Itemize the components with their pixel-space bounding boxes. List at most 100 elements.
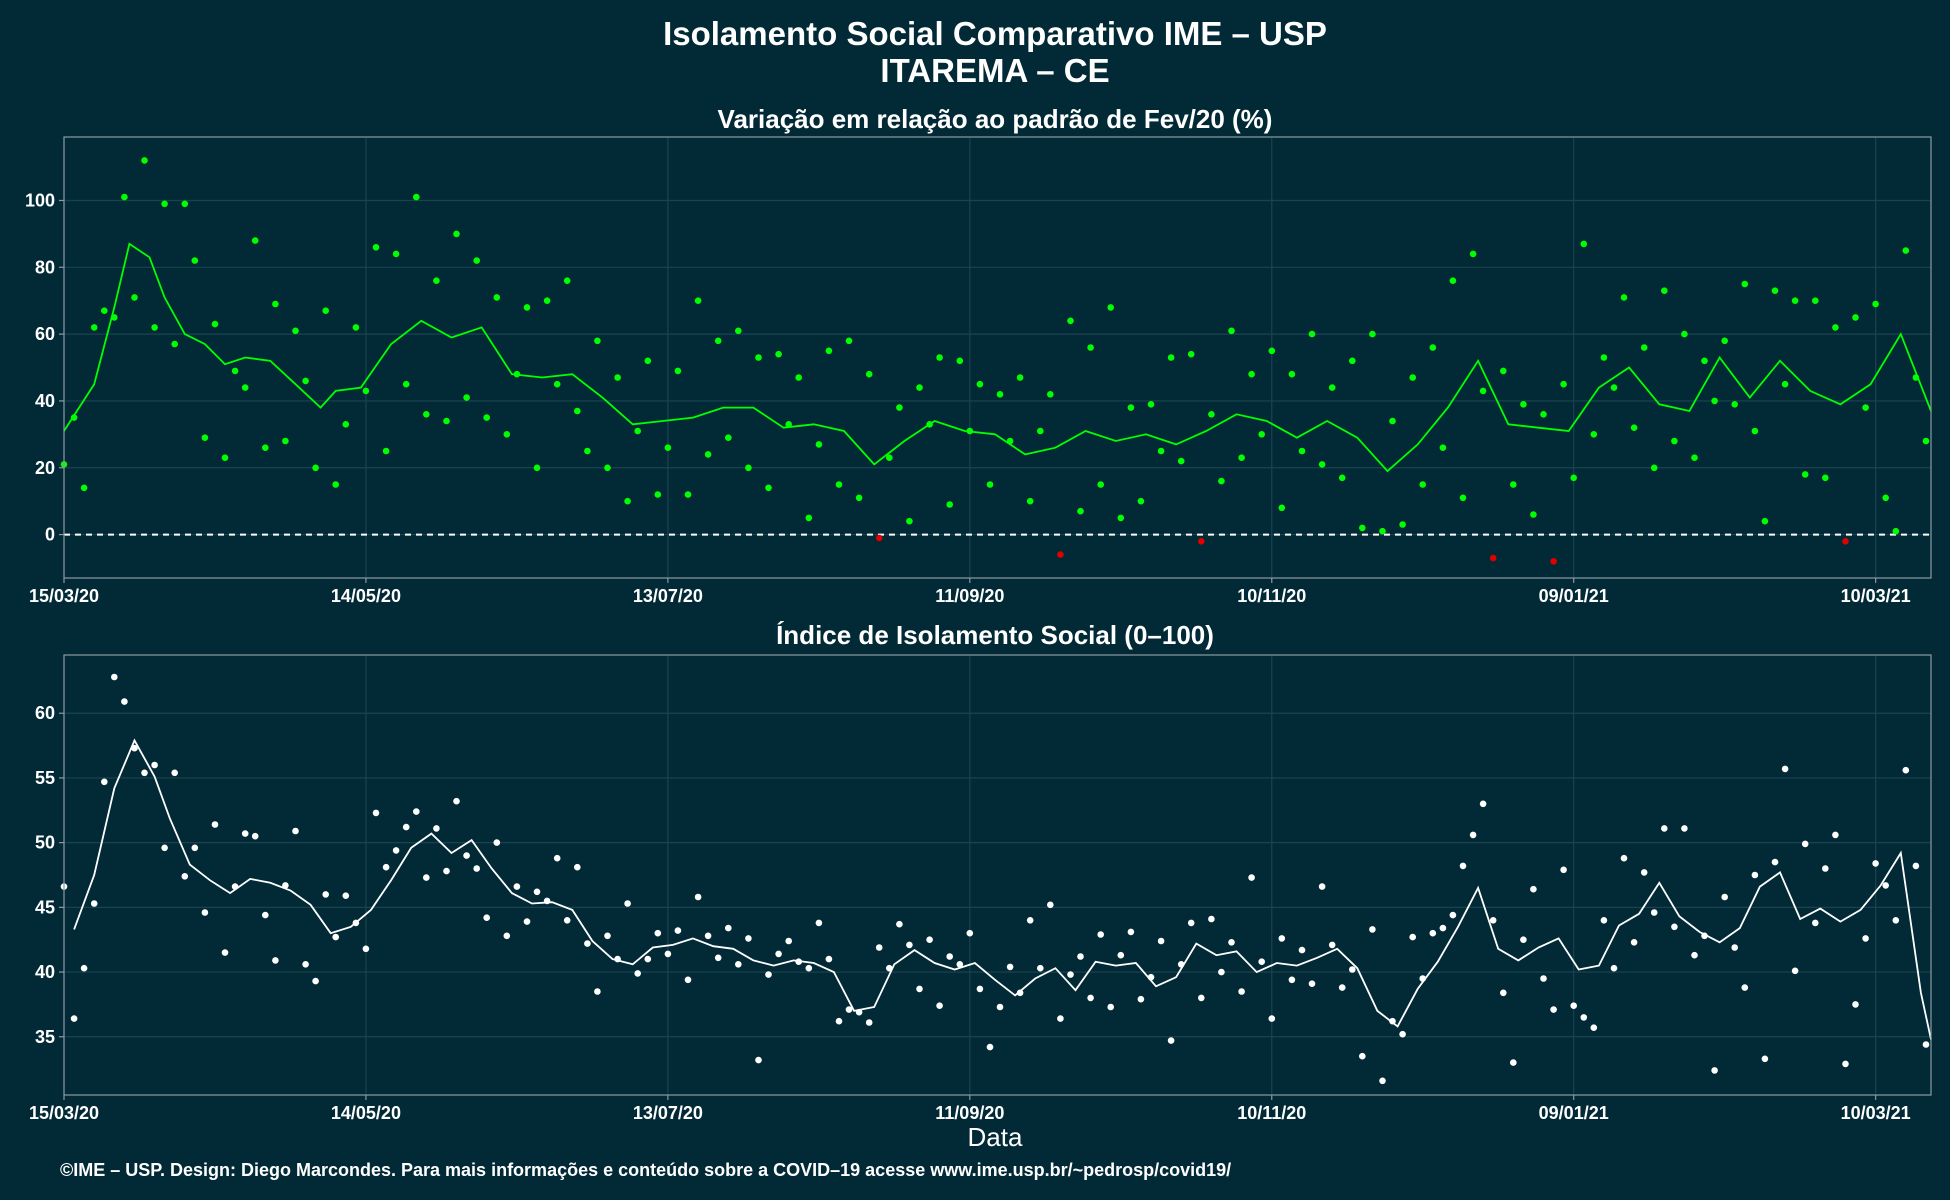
p2-point-32 bbox=[382, 863, 390, 871]
p1-xtick-label-1: 14/05/20 bbox=[331, 586, 401, 606]
p1-point-146 bbox=[1530, 511, 1537, 518]
p2-point-63 bbox=[694, 893, 702, 901]
p1-point-31 bbox=[372, 244, 380, 251]
p1-point-32 bbox=[382, 447, 390, 455]
p2-point-44 bbox=[503, 932, 511, 940]
p2-point-167 bbox=[1741, 984, 1749, 991]
p2-point-7 bbox=[131, 744, 138, 752]
p2-point-40 bbox=[463, 852, 470, 859]
p1-point-176 bbox=[1832, 324, 1839, 331]
p2-point-114 bbox=[1208, 915, 1215, 923]
p2-xtick-label-3: 11/09/20 bbox=[935, 1103, 1004, 1123]
p1-point-60 bbox=[664, 444, 672, 452]
p2-point-132 bbox=[1389, 1017, 1396, 1025]
p2-point-78 bbox=[845, 1006, 853, 1013]
p1-point-50 bbox=[563, 277, 571, 285]
p2-xtick-label-2: 13/07/20 bbox=[633, 1103, 703, 1123]
p2-point-60 bbox=[664, 950, 672, 958]
p2-point-103 bbox=[1097, 931, 1104, 938]
p1-point-181 bbox=[1882, 494, 1889, 502]
p1-point-171 bbox=[1781, 380, 1789, 388]
p1-point-136 bbox=[1429, 344, 1437, 351]
p1-point-83 bbox=[896, 404, 903, 411]
p1-point-49 bbox=[553, 380, 561, 388]
p2-point-72 bbox=[785, 937, 792, 945]
p2-point-111 bbox=[1177, 961, 1185, 968]
p1-point-157 bbox=[1640, 344, 1648, 351]
p1-ytick-label-3: 60 bbox=[35, 324, 55, 344]
p1-point-14 bbox=[201, 434, 209, 442]
p2-point-165 bbox=[1721, 893, 1728, 901]
p2-point-31 bbox=[372, 809, 380, 817]
chart-subtitle: ITAREMA – CE bbox=[880, 52, 1109, 89]
p2-point-84 bbox=[906, 941, 913, 949]
p2-point-143 bbox=[1500, 989, 1507, 997]
p1-point-170 bbox=[1771, 287, 1779, 295]
p1-point-10 bbox=[161, 200, 168, 208]
p2-point-184 bbox=[1912, 862, 1920, 870]
p1-point-59 bbox=[654, 491, 662, 498]
p2-point-102 bbox=[1087, 994, 1094, 1002]
p2-point-148 bbox=[1550, 1006, 1557, 1013]
chart-title: Isolamento Social Comparativo IME – USP bbox=[663, 15, 1327, 52]
p2-ytick-label-1: 40 bbox=[35, 962, 55, 982]
p2-point-134 bbox=[1409, 933, 1416, 941]
p1-point-122 bbox=[1288, 370, 1296, 378]
p1-point-4 bbox=[101, 307, 108, 315]
p2-point-137 bbox=[1439, 924, 1447, 932]
p2-point-37 bbox=[433, 825, 440, 832]
p2-ytick-label-4: 55 bbox=[35, 768, 55, 788]
p2-trend-line bbox=[73, 738, 1932, 1040]
p1-point-100 bbox=[1067, 317, 1074, 325]
p1-point-35 bbox=[413, 193, 420, 201]
p1-point-138 bbox=[1449, 277, 1457, 285]
p2-point-43 bbox=[493, 839, 501, 846]
p2-point-45 bbox=[513, 883, 521, 890]
p2-point-151 bbox=[1580, 1014, 1588, 1021]
p1-point-12 bbox=[181, 200, 189, 208]
p2-xtick-label-1: 14/05/20 bbox=[331, 1103, 401, 1123]
p2-point-79 bbox=[855, 1008, 863, 1016]
p1-point-169 bbox=[1761, 517, 1769, 525]
p2-point-133 bbox=[1399, 1030, 1406, 1038]
p1-point-143 bbox=[1500, 367, 1507, 375]
p1-point-148 bbox=[1550, 558, 1557, 565]
p1-point-162 bbox=[1691, 454, 1698, 462]
p1-point-78 bbox=[845, 337, 853, 345]
p2-point-28 bbox=[342, 892, 350, 899]
p2-point-179 bbox=[1862, 935, 1869, 942]
p1-point-25 bbox=[312, 464, 319, 472]
p1-point-132 bbox=[1389, 417, 1396, 425]
p2-point-181 bbox=[1882, 882, 1889, 889]
p2-point-69 bbox=[755, 1056, 762, 1064]
p2-point-150 bbox=[1570, 1002, 1577, 1009]
p2-point-76 bbox=[825, 955, 833, 963]
p1-point-64 bbox=[704, 451, 712, 458]
p1-point-69 bbox=[755, 354, 762, 361]
p2-point-112 bbox=[1187, 919, 1195, 927]
p2-point-24 bbox=[302, 961, 309, 968]
p1-point-144 bbox=[1510, 481, 1517, 488]
p2-point-12 bbox=[181, 873, 189, 880]
p1-point-150 bbox=[1570, 474, 1577, 482]
p1-trend-line bbox=[63, 242, 1932, 473]
p2-point-83 bbox=[896, 920, 903, 928]
p1-point-142 bbox=[1489, 554, 1497, 562]
p1-point-172 bbox=[1791, 297, 1799, 305]
p1-point-94 bbox=[1006, 437, 1014, 445]
p2-point-9 bbox=[151, 761, 158, 769]
p2-point-178 bbox=[1852, 1001, 1859, 1008]
p2-point-58 bbox=[644, 955, 652, 963]
p1-point-6 bbox=[121, 193, 128, 201]
p2-point-98 bbox=[1047, 901, 1054, 909]
p1-point-168 bbox=[1751, 427, 1759, 435]
p2-point-92 bbox=[986, 1043, 994, 1051]
p1-point-79 bbox=[855, 494, 863, 502]
p2-point-48 bbox=[543, 897, 551, 905]
p2-point-75 bbox=[815, 919, 823, 927]
p1-point-34 bbox=[402, 380, 410, 388]
p1-point-15 bbox=[211, 320, 219, 328]
p1-point-8 bbox=[141, 157, 148, 164]
p1-point-102 bbox=[1087, 344, 1094, 351]
